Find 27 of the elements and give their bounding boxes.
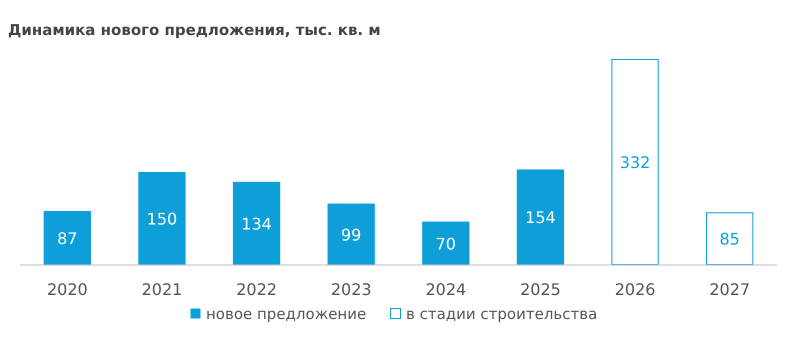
legend-label: в стадии строительства xyxy=(406,305,598,323)
bar xyxy=(516,169,564,265)
x-tick-label: 2027 xyxy=(709,280,750,299)
data-label: 70 xyxy=(436,234,456,254)
data-label: 99 xyxy=(341,225,362,244)
bar xyxy=(328,204,375,265)
legend-label: новое предложение xyxy=(206,305,366,323)
chart-title: Динамика нового предложения, тыс. кв. м xyxy=(8,21,381,39)
data-label: 87 xyxy=(57,229,78,248)
data-label: 332 xyxy=(620,153,650,172)
bar xyxy=(611,59,659,265)
bar xyxy=(422,222,470,265)
x-tick-label: 2021 xyxy=(142,280,182,299)
x-tick-label: 2026 xyxy=(614,280,656,299)
x-tick-label: 2024 xyxy=(425,280,466,299)
x-tick-label: 2020 xyxy=(46,280,88,299)
bar xyxy=(44,211,91,265)
x-tick-label: 2023 xyxy=(330,280,372,299)
data-label: 85 xyxy=(720,230,740,249)
x-tick-label: 2025 xyxy=(520,280,561,299)
bar xyxy=(232,182,280,265)
data-label: 154 xyxy=(525,208,556,228)
bar xyxy=(138,172,186,265)
data-label: 150 xyxy=(146,209,178,228)
data-label: 134 xyxy=(241,214,272,234)
x-tick-label: 2022 xyxy=(236,280,277,299)
bar xyxy=(706,212,754,265)
